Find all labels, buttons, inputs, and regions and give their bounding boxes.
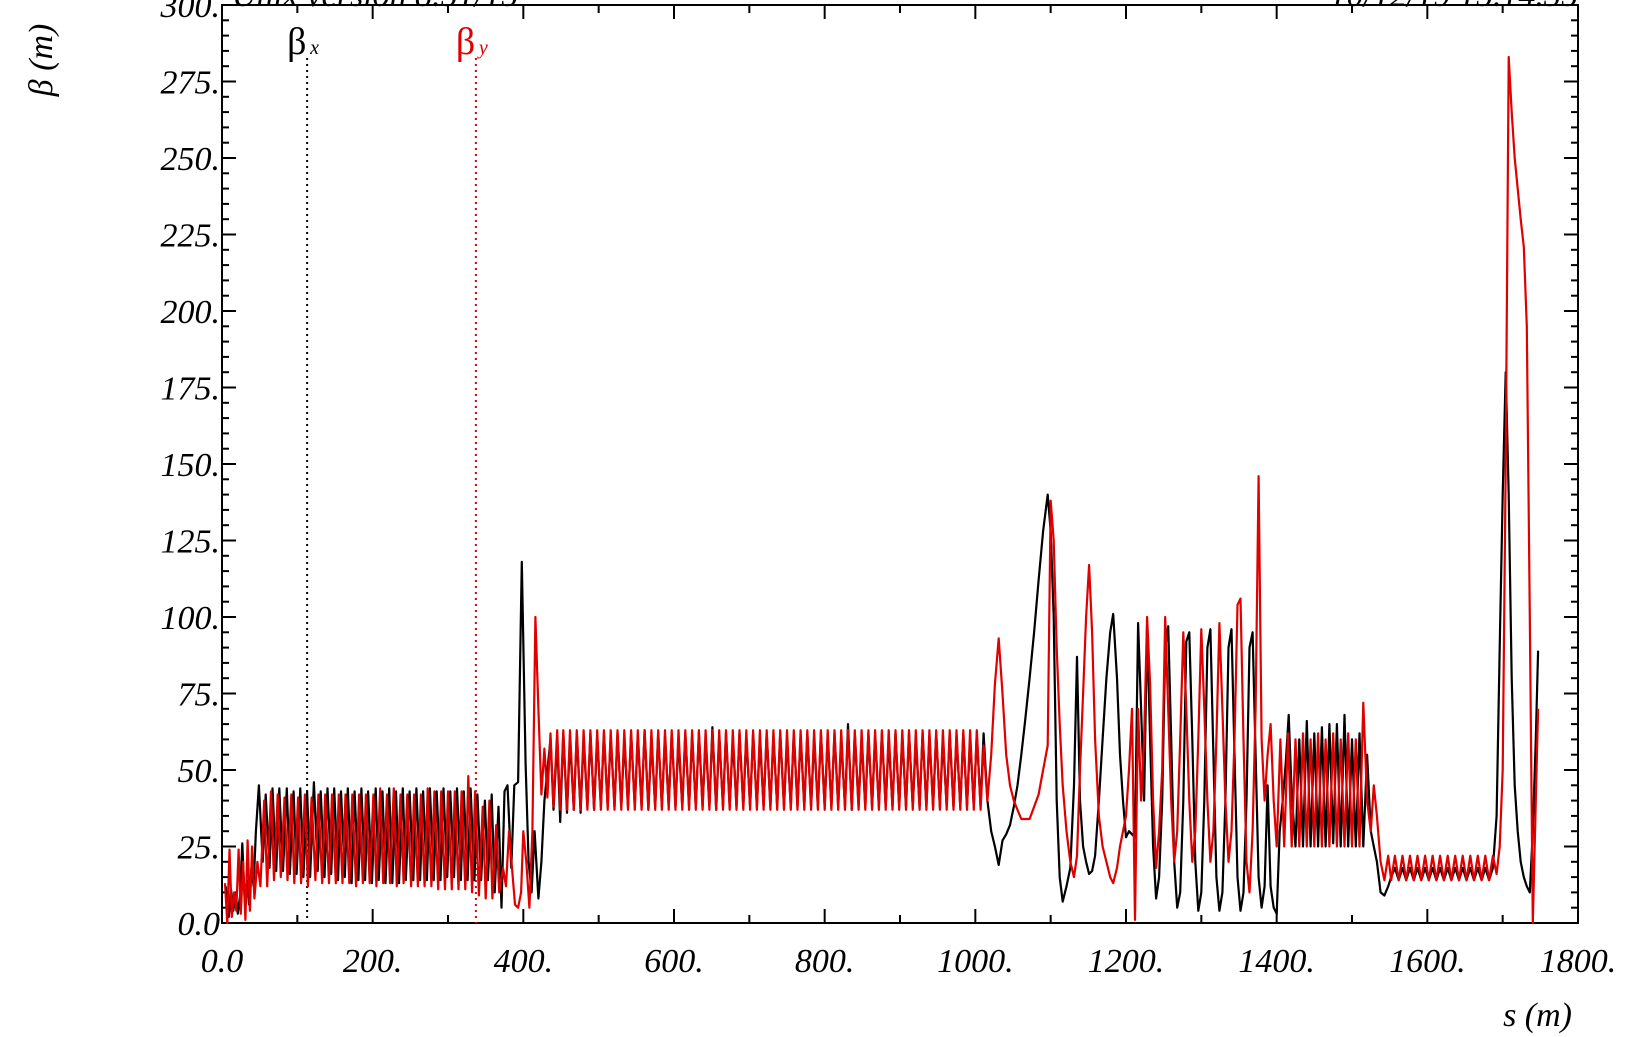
series-lines (223, 55, 1540, 925)
legend-subscript: x (309, 37, 319, 59)
y-tick-label: 275. (161, 65, 221, 102)
x-tick-label: 600. (644, 943, 704, 980)
series-line-y (223, 55, 1540, 925)
x-tick-label: 0.0 (201, 943, 244, 980)
legend-symbol: β (456, 21, 475, 63)
x-tick-label: 1200. (1088, 943, 1165, 980)
y-tick-label: 200. (161, 294, 221, 331)
x-tick-label: 400. (494, 943, 554, 980)
y-tick-label: 250. (161, 141, 221, 178)
y-tick-label: 0.0 (178, 906, 221, 943)
timestamp-label: 10/12/19 15.14.35 (1330, 0, 1578, 14)
x-tick-label: 1600. (1389, 943, 1466, 980)
legend-symbol: β (287, 21, 306, 63)
x-axis-title: s (m) (1503, 997, 1572, 1034)
y-tick-label: 100. (161, 600, 221, 637)
axis-ticks (221, 4, 1579, 924)
x-tick-label: 1400. (1238, 943, 1315, 980)
y-tick-label: 125. (161, 524, 221, 561)
y-tick-label: 75. (178, 677, 221, 714)
x-tick-label: 800. (795, 943, 855, 980)
y-tick-label: 25. (178, 830, 221, 867)
program-version-label: Unix version 8.51/15 (232, 0, 518, 14)
y-tick-label: 225. (161, 218, 221, 255)
axis-tick-labels: 0.0 200. 400. 600. 800. 1000. 1200. 1400. 1600. 1… (160, 0, 1617, 980)
x-tick-label: 200. (343, 943, 403, 980)
y-tick-label: 150. (161, 447, 221, 484)
x-tick-label: 1000. (937, 943, 1014, 980)
y-tick-label: 300. (160, 0, 221, 25)
y-axis-title: β (m) (23, 24, 60, 98)
legend-subscript: y (477, 37, 488, 59)
legend-marker-lines (306, 58, 477, 923)
x-tick-label: 1800. (1540, 943, 1617, 980)
y-tick-label: 50. (178, 753, 221, 790)
y-tick-label: 175. (161, 371, 221, 408)
